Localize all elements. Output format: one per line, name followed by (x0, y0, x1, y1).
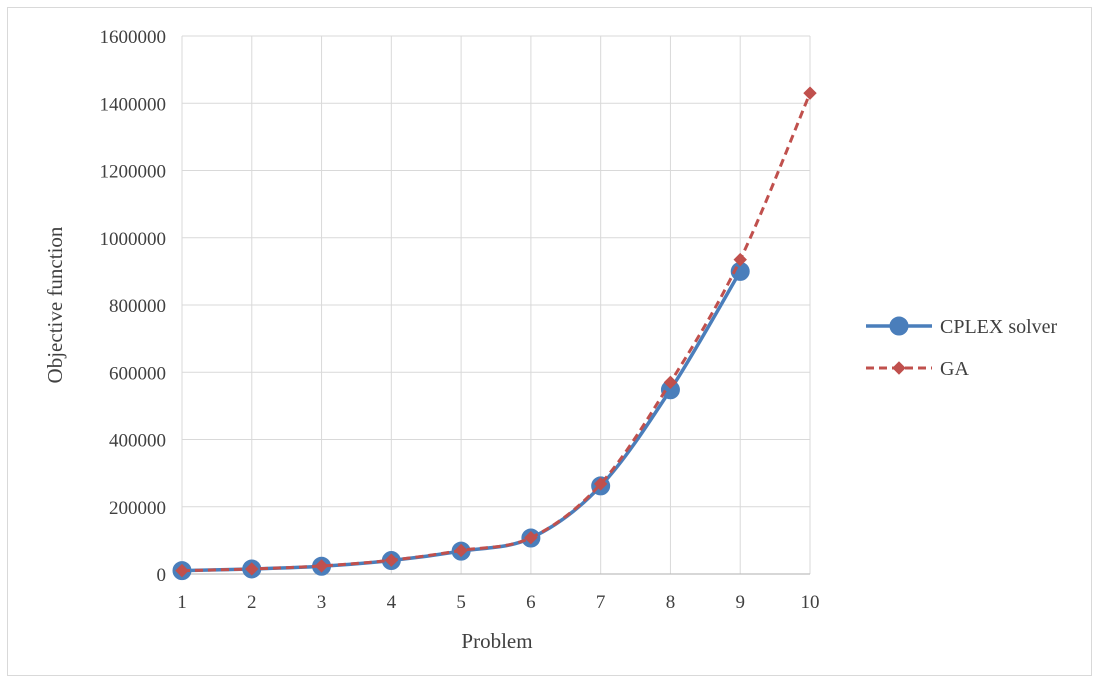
legend-label: GA (940, 358, 969, 380)
data-series (172, 86, 817, 581)
y-tick-labels: 0 200000 400000 600000 800000 1000000 1200000 1… (100, 27, 167, 586)
diamond-marker (314, 559, 329, 573)
x-tick-label: 7 (596, 592, 606, 613)
x-tick-label: 5 (456, 592, 466, 613)
y-tick-label: 400000 (109, 431, 166, 452)
gridlines (181, 35, 811, 574)
diamond-marker (245, 562, 259, 576)
x-tick-label: 10 (801, 592, 820, 613)
y-tick-label: 200000 (109, 498, 166, 519)
series-line (181, 92, 812, 573)
x-tick-label: 4 (387, 592, 397, 613)
legend-label: CPLEX solver (940, 316, 1058, 338)
y-axis-title: Objective function (43, 226, 67, 383)
diamond-marker (454, 543, 468, 558)
y-tick-label: 800000 (109, 296, 166, 317)
diamond-marker (524, 530, 538, 545)
diamond-marker (384, 553, 399, 567)
legend-item: CPLEX solver (866, 316, 1058, 338)
x-axis-title: Problem (461, 629, 532, 653)
legend-marker (889, 316, 909, 336)
x-tick-labels: 1 2 3 4 5 6 7 8 9 10 (177, 592, 819, 613)
legend-item: GA (866, 358, 969, 380)
series-ga (175, 86, 817, 578)
x-tick-label: 1 (177, 592, 187, 613)
x-tick-label: 6 (526, 592, 536, 613)
diamond-marker (803, 86, 817, 100)
diamond-marker (593, 477, 608, 491)
diamond-marker (175, 563, 189, 578)
y-tick-label: 1200000 (100, 162, 167, 183)
x-tick-label: 2 (247, 592, 257, 613)
legend-marker (892, 361, 906, 375)
x-tick-label: 9 (735, 592, 745, 613)
diamond-marker (733, 252, 747, 267)
diamond-marker (663, 375, 678, 390)
y-tick-label: 1400000 (100, 94, 167, 115)
y-tick-label: 0 (157, 565, 167, 586)
x-tick-label: 3 (317, 592, 327, 613)
y-tick-label: 600000 (109, 363, 166, 384)
y-tick-label: 1000000 (100, 229, 167, 250)
legend: CPLEX solver GA (866, 316, 1058, 380)
y-tick-label: 1600000 (100, 27, 167, 48)
x-tick-label: 8 (666, 592, 676, 613)
